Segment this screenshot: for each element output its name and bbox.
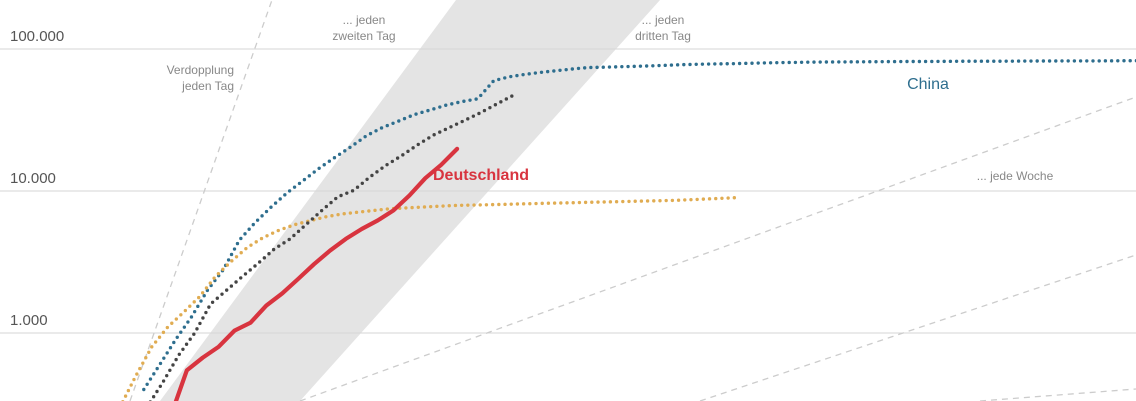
reference-lines [129, 0, 1136, 401]
chart-text: 1.000 10.000 100.000 Verdopplung jeden Tag..… [10, 13, 1054, 329]
y-tick-label: 10.000 [10, 170, 56, 187]
reference-line [979, 388, 1136, 401]
reference-line-label: ... jeden [343, 13, 386, 27]
series [121, 59, 1136, 401]
doubling-band [160, 0, 660, 401]
reference-line-label: zweiten Tag [332, 29, 395, 43]
series-line-china [142, 59, 1136, 392]
y-tick-label: 1.000 [10, 312, 48, 329]
reference-line [699, 254, 1136, 401]
y-tick-label: 100.000 [10, 28, 64, 45]
reference-line [129, 0, 273, 401]
doubling-band-area [160, 0, 660, 401]
reference-line-label: dritten Tag [635, 29, 691, 43]
reference-line-label: Verdopplung [167, 63, 234, 77]
reference-line-label: ... jede Woche [977, 169, 1054, 183]
series-line-deutschland [173, 146, 460, 401]
series-label-deutschland: Deutschland [433, 167, 529, 184]
series-line-unnamed-1 [121, 195, 742, 401]
reference-line-label: ... jeden [642, 13, 685, 27]
series-label-china: China [907, 76, 949, 93]
gridlines [0, 48, 1136, 334]
series-line-unnamed-2 [148, 93, 515, 401]
reference-line-label: jeden Tag [181, 79, 234, 93]
reference-line [299, 96, 1136, 401]
